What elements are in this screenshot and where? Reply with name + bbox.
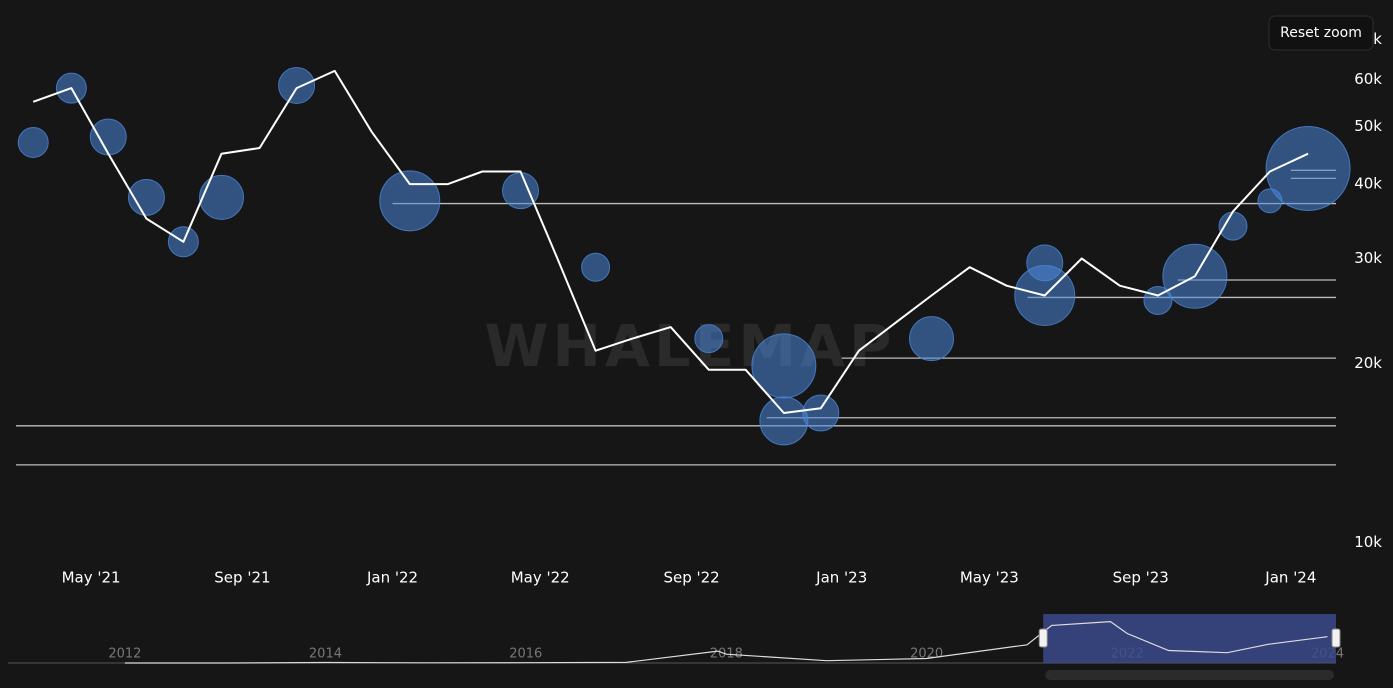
bubble — [17, 126, 49, 158]
navigator-selection — [1043, 614, 1336, 663]
watermark: WHALEMAP — [484, 312, 895, 380]
x-tick-label: Sep '23 — [1113, 569, 1169, 587]
bubble — [1026, 244, 1064, 282]
x-tick-label: Jan '23 — [815, 569, 867, 587]
y-tick-label: 60k — [1354, 70, 1382, 88]
y-tick-label: 10k — [1354, 533, 1382, 551]
y-tick-label: 20k — [1354, 354, 1382, 372]
bubble — [581, 252, 611, 282]
navigator-handle[interactable] — [1331, 628, 1341, 648]
bubble — [909, 316, 955, 362]
price-line — [32, 69, 1309, 414]
navigator-label: 2016 — [509, 647, 542, 662]
x-tick-label: Jan '24 — [1264, 569, 1316, 587]
navigator-label: 2014 — [309, 647, 342, 662]
bubble — [127, 178, 165, 216]
bubble — [379, 170, 441, 232]
bubble — [1265, 125, 1351, 211]
reset-zoom-label[interactable]: Reset zoom — [1280, 25, 1362, 41]
bubble — [694, 324, 724, 354]
x-tick-label: May '23 — [960, 569, 1019, 587]
x-tick-label: May '22 — [511, 569, 570, 587]
bubble — [802, 394, 840, 432]
navigator-scrollbar[interactable] — [1045, 670, 1334, 680]
y-tick-label: 30k — [1354, 249, 1382, 267]
bubble — [278, 66, 316, 104]
y-tick-label: 40k — [1354, 175, 1382, 193]
bubble — [89, 118, 127, 156]
navigator-label: 2012 — [108, 647, 141, 662]
reset-zoom-button[interactable] — [1268, 15, 1374, 51]
x-tick-label: Sep '21 — [214, 569, 270, 587]
bubble — [199, 174, 245, 220]
navigator-handle[interactable] — [1038, 628, 1048, 648]
x-tick-label: Sep '22 — [663, 569, 719, 587]
x-tick-label: Jan '22 — [366, 569, 418, 587]
bubble — [759, 396, 809, 446]
y-tick-label: 50k — [1354, 117, 1382, 135]
navigator-line — [124, 620, 1328, 664]
x-tick-label: May '21 — [62, 569, 121, 587]
